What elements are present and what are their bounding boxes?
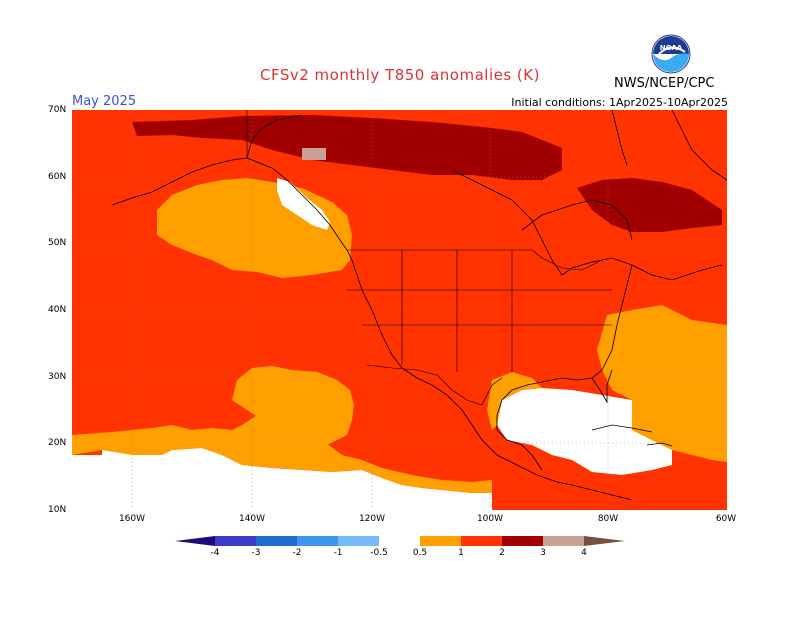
anomaly-region-near-zero-alaska <box>277 178 330 230</box>
lat-label: 70N <box>48 105 67 115</box>
anomaly-region-2-3-canada <box>132 115 562 180</box>
map-title: CFSv2 monthly T850 anomalies (K) <box>260 66 540 84</box>
agency-label: NWS/NCEP/CPC <box>614 76 715 91</box>
lat-label: 50N <box>48 238 67 248</box>
colorbar-label: -2 <box>292 548 302 558</box>
colorbar-segment <box>584 536 625 546</box>
anomaly-region-0-5-1-south <box>72 410 492 493</box>
lat-label: 40N <box>48 305 67 315</box>
lon-label: 100W <box>476 514 504 524</box>
colorbar-label: -3 <box>251 548 261 558</box>
lon-label: 60W <box>715 514 737 524</box>
forecast-month: May 2025 <box>72 94 137 109</box>
colorbar-segment <box>502 536 543 546</box>
anomaly-region-0-5-1-atlantic <box>597 305 727 492</box>
logo-text: NOAA <box>660 44 683 52</box>
anomaly-region-near-zero-south <box>72 448 492 510</box>
colorbar-segment <box>297 536 338 546</box>
colorbar-label: 4 <box>581 548 587 558</box>
colorbar-segment <box>543 536 584 546</box>
noaa-logo: NOAA <box>651 34 691 74</box>
coastlines <box>111 110 727 501</box>
lat-label: 60N <box>48 172 67 182</box>
colorbar-segment <box>461 536 502 546</box>
lon-label: 160W <box>118 514 146 524</box>
initial-conditions: Initial conditions: 1Apr2025-10Apr2025 <box>511 96 728 109</box>
anomaly-region-2-3-quebec <box>577 178 722 232</box>
lat-label: 30N <box>48 372 67 382</box>
colorbar-segment <box>420 536 461 546</box>
lat-label: 20N <box>48 438 67 448</box>
colorbar-segment <box>175 536 215 546</box>
anomaly-map <box>72 110 727 510</box>
colorbar-label: 1 <box>458 548 464 558</box>
anomaly-region-1-2-caribbean <box>672 450 727 492</box>
lon-label: 80W <box>597 514 619 524</box>
anomaly-region-3-4 <box>302 148 326 160</box>
anomaly-region-0-5-1-gulf <box>487 372 542 430</box>
lon-label: 120W <box>358 514 386 524</box>
colorbar-label: -1 <box>333 548 343 558</box>
lon-label: 140W <box>238 514 266 524</box>
colorbar-label: 2 <box>499 548 505 558</box>
political-boundaries <box>246 110 612 406</box>
colorbar-label: 3 <box>540 548 546 558</box>
colorbar <box>175 536 625 546</box>
colorbar-label: 0.5 <box>412 548 428 558</box>
colorbar-segment <box>256 536 297 546</box>
anomaly-region-0-5-1-central-pacific <box>232 366 354 448</box>
lat-label: 10N <box>48 505 67 515</box>
colorbar-segment <box>379 536 420 546</box>
colorbar-label: -0.5 <box>370 548 388 558</box>
colorbar-label: -4 <box>210 548 220 558</box>
anomaly-region-near-zero-caribbean <box>497 388 672 475</box>
colorbar-segment <box>215 536 256 546</box>
colorbar-segment <box>338 536 379 546</box>
